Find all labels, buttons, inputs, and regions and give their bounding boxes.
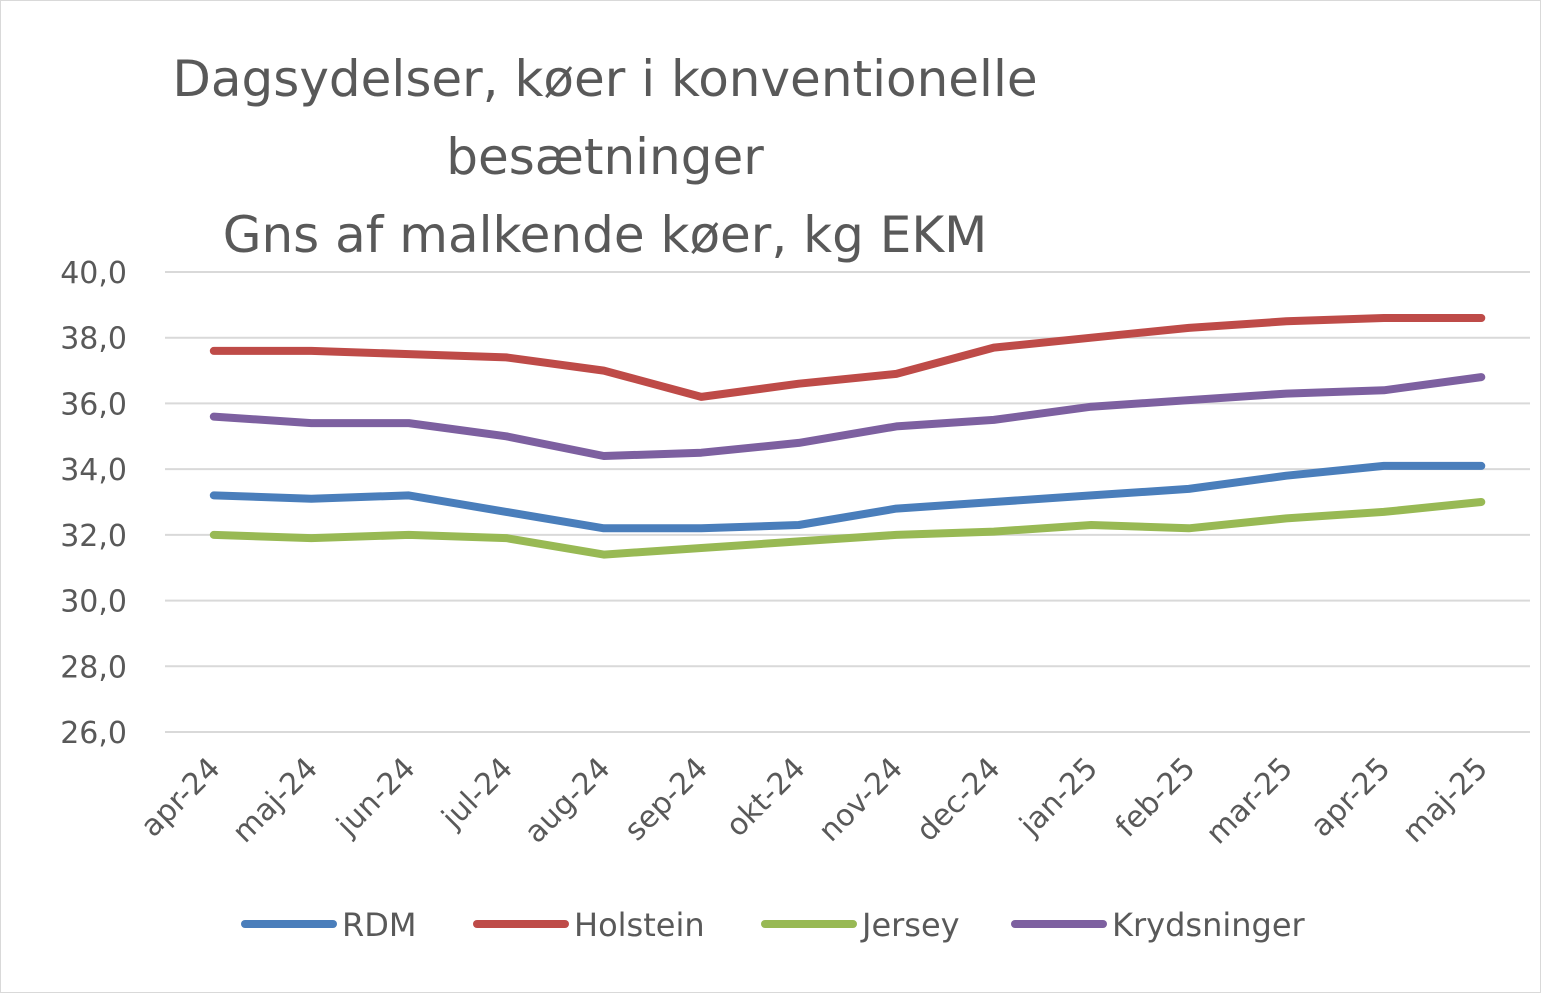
x-tick-label: okt-24	[719, 751, 812, 844]
chart-title-line-1: Dagsydelser, køer i konventionelle	[172, 50, 1038, 108]
y-axis-ticks: 26,0 28,0 30,0 32,0 34,0 36,0 38,0 40,0	[60, 256, 127, 751]
y-tick-label: 32,0	[60, 519, 127, 554]
x-tick-label: apr-25	[1304, 751, 1397, 844]
y-tick-label: 28,0	[60, 650, 127, 685]
y-tick-label: 38,0	[60, 322, 127, 357]
chart-title-line-3: Gns af malkende køer, kg EKM	[222, 206, 988, 264]
x-tick-label: feb-25	[1109, 751, 1202, 844]
x-tick-label: jul-24	[435, 751, 520, 836]
legend-label: Jersey	[860, 906, 960, 944]
chart-title: Dagsydelser, køer i konventionelle besæt…	[110, 40, 1100, 274]
legend-label: Holstein	[574, 906, 705, 944]
gridlines	[165, 271, 1530, 733]
x-tick-label: maj-25	[1396, 751, 1495, 850]
chart-title-line-2: besætninger	[446, 128, 764, 186]
x-tick-label: nov-24	[812, 751, 910, 849]
legend-label: RDM	[342, 906, 416, 944]
x-tick-label: jan-25	[1012, 751, 1104, 843]
y-tick-label: 30,0	[60, 585, 127, 620]
x-tick-label: mar-25	[1199, 751, 1299, 851]
y-tick-label: 26,0	[60, 716, 127, 751]
y-tick-label: 36,0	[60, 387, 127, 422]
series-line-holstein	[209, 314, 1486, 401]
series-line-jersey	[209, 498, 1486, 559]
y-tick-label: 40,0	[60, 256, 127, 291]
series-line-krydsninger	[209, 373, 1486, 460]
x-tick-label: aug-24	[518, 751, 617, 850]
x-tick-label: sep-24	[618, 751, 715, 848]
x-tick-label: apr-24	[134, 751, 227, 844]
legend: RDM Holstein Jersey Krydsninger	[241, 906, 1306, 944]
series-line-rdm	[209, 461, 1486, 533]
y-tick-label: 34,0	[60, 453, 127, 488]
legend-label: Krydsninger	[1112, 906, 1306, 944]
series-lines	[209, 314, 1486, 559]
x-tick-label: maj-24	[226, 751, 325, 850]
x-tick-label: jun-24	[330, 751, 423, 844]
x-tick-label: dec-24	[910, 751, 1008, 849]
